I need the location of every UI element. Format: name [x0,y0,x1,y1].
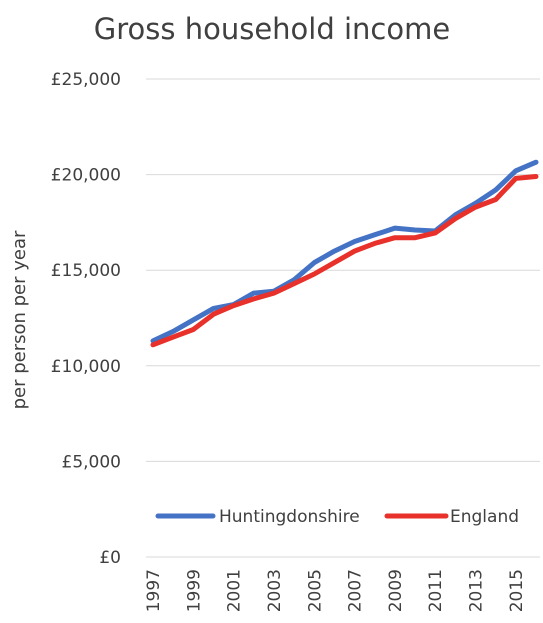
series-lines [150,159,539,348]
y-tick-label: £0 [99,548,121,568]
x-tick-label: 2011 [426,569,446,612]
x-tick-label: 2007 [346,569,366,612]
series-line-huntingdonshire [150,159,539,344]
y-tick-label: £10,000 [51,357,121,377]
gridlines [146,78,540,558]
y-tick-labels: £0 £5,000 £10,000 £15,000 £20,000 £25,000 [51,70,121,568]
x-tick-label: 2003 [265,569,285,612]
legend-label: England [450,507,519,527]
y-tick-label: £15,000 [51,261,121,281]
x-tick-label: 2015 [507,569,527,612]
series-line-england [150,174,539,348]
y-tick-label: £20,000 [51,166,121,186]
x-tick-label: 2005 [305,569,325,612]
chart-title: Gross household income [94,12,450,46]
y-tick-label: £5,000 [62,452,121,472]
legend: Huntingdonshire England [155,507,519,527]
x-tick-label: 2009 [386,569,406,612]
legend-label: Huntingdonshire [219,507,360,527]
y-tick-label: £25,000 [51,70,121,90]
y-axis-label: per person per year [9,230,30,409]
x-tick-label: 2001 [225,569,245,612]
x-tick-labels: 1997 1999 2001 2003 2005 2007 2009 2011 2013 2015 [144,569,527,612]
x-tick-label: 2013 [467,569,487,612]
x-tick-label: 1999 [184,569,204,612]
x-tick-label: 1997 [144,569,164,612]
